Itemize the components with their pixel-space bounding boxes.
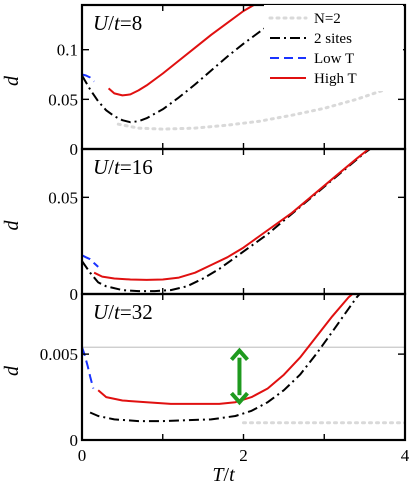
- double-arrow-head-down: [229, 391, 249, 406]
- legend-label-low-t: Low T: [314, 51, 354, 67]
- panel-title-slash: /: [108, 155, 114, 179]
- panel-title: U/t=8: [93, 11, 142, 35]
- panel-title-t: t: [114, 300, 121, 324]
- y-axis-label: d: [1, 220, 23, 231]
- legend: N=2 2 sites Low T High T: [264, 5, 403, 91]
- series-2-sites-line: [89, 294, 362, 423]
- y-tick-label: 0.05: [48, 188, 78, 207]
- x-axis-label-slash: /: [224, 464, 230, 486]
- panel-title-u: U: [93, 155, 110, 179]
- panel-title-u: U: [93, 11, 110, 35]
- legend-box: [264, 5, 403, 91]
- panel-3-plot-area: [82, 294, 405, 425]
- series-low-t-line: [82, 254, 99, 268]
- panel-title: U/t=32: [93, 300, 153, 324]
- x-tick-label: 2: [239, 446, 248, 465]
- panel-2-plot-area: [82, 149, 372, 293]
- y-tick-label: 0.1: [57, 41, 78, 60]
- x-axis-label-t2: t: [229, 464, 235, 486]
- y-axis-label: d: [1, 365, 23, 376]
- y-tick-label: 0: [70, 140, 79, 159]
- series-low-t-line: [82, 73, 95, 83]
- y-tick-label: 0.005: [40, 345, 78, 364]
- panel-title-t: t: [114, 155, 121, 179]
- series-2-sites-line: [82, 149, 372, 293]
- panel-title: U/t=16: [93, 155, 153, 179]
- y-axis-label: d: [1, 75, 23, 86]
- panel-title-slash: /: [108, 11, 114, 35]
- legend-label-n-2: N=2: [314, 11, 341, 27]
- x-tick-label: 0: [78, 446, 87, 465]
- panel-title-rest: =32: [120, 300, 153, 324]
- y-tick-label: 0: [70, 431, 79, 450]
- panel-title-rest: =8: [120, 11, 142, 35]
- panel-title-t: t: [114, 11, 121, 35]
- panel-title-rest: =16: [120, 155, 153, 179]
- series-high-t-line: [93, 149, 370, 281]
- y-tick-label: 0: [70, 285, 79, 304]
- double-arrow-head-up: [229, 347, 249, 362]
- legend-label-high-t: High T: [314, 71, 357, 87]
- series-n-2-line: [116, 80, 405, 131]
- y-tick-label: 0.05: [48, 90, 78, 109]
- x-tick-label: 4: [401, 446, 410, 465]
- series-low-t-line: [82, 346, 95, 389]
- series-high-t-line: [107, 5, 256, 97]
- legend-label-2-sites: 2 sites: [314, 31, 352, 47]
- panel-title-slash: /: [108, 300, 114, 324]
- x-axis-label: T/t: [212, 464, 235, 486]
- panel-title-u: U: [93, 300, 110, 324]
- x-axis-label-t1: T: [212, 464, 225, 486]
- panel-2: 0 0.05 d U/t=16: [1, 147, 407, 304]
